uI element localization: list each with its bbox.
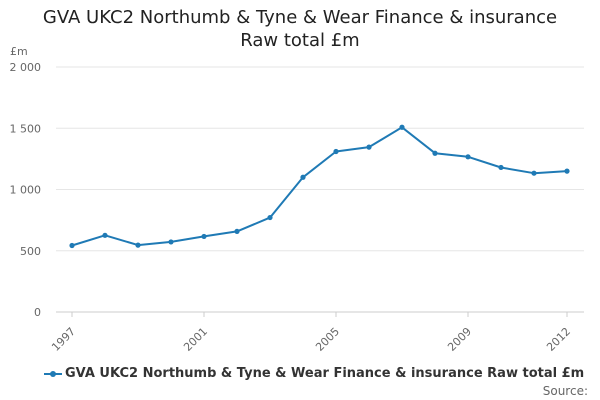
series-line xyxy=(71,126,568,247)
y-tick-label: 500 xyxy=(20,245,41,258)
x-tick-label: 2009 xyxy=(445,325,474,354)
data-point xyxy=(135,242,141,248)
chart-title-line-1: GVA UKC2 Northumb & Tyne & Wear Finance … xyxy=(42,7,558,28)
x-axis-ticks: 1997 2001 2005 2009 2012 xyxy=(49,312,573,354)
data-point xyxy=(531,170,537,176)
data-point xyxy=(102,232,108,238)
data-point xyxy=(333,148,339,155)
legend-line-marker-icon xyxy=(44,369,62,379)
y-axis-unit-label: £m xyxy=(10,45,28,58)
series-group xyxy=(69,124,570,249)
source-label: Source: xyxy=(542,384,588,398)
data-point xyxy=(498,164,504,171)
x-tick-label: 1997 xyxy=(49,325,78,354)
data-point xyxy=(267,214,273,221)
data-point xyxy=(564,168,570,174)
y-tick-label: 0 xyxy=(34,306,41,319)
y-axis-ticks: 0 500 1 000 1 500 2 000 xyxy=(10,61,42,319)
data-point xyxy=(399,124,405,130)
data-point xyxy=(366,144,372,150)
legend-label: GVA UKC2 Northumb & Tyne & Wear Finance … xyxy=(65,366,585,381)
legend[interactable]: GVA UKC2 Northumb & Tyne & Wear Finance … xyxy=(44,366,584,381)
data-point xyxy=(432,150,438,156)
x-tick-label: 2012 xyxy=(544,325,573,354)
y-tick-label: 2 000 xyxy=(10,61,42,74)
data-point xyxy=(465,154,471,160)
x-tick-label: 2005 xyxy=(313,325,342,354)
data-point xyxy=(234,228,240,234)
grid-lines xyxy=(56,66,584,313)
y-tick-label: 1 000 xyxy=(10,184,42,197)
chart-title-line-2: Raw total £m xyxy=(240,30,360,51)
x-tick-label: 2001 xyxy=(181,325,210,354)
chart-title: GVA UKC2 Northumb & Tyne & Wear Finance … xyxy=(0,6,600,52)
data-point xyxy=(201,233,207,240)
data-point xyxy=(168,239,174,245)
data-point xyxy=(69,242,75,249)
data-point xyxy=(300,174,306,180)
y-tick-label: 1 500 xyxy=(10,122,42,135)
